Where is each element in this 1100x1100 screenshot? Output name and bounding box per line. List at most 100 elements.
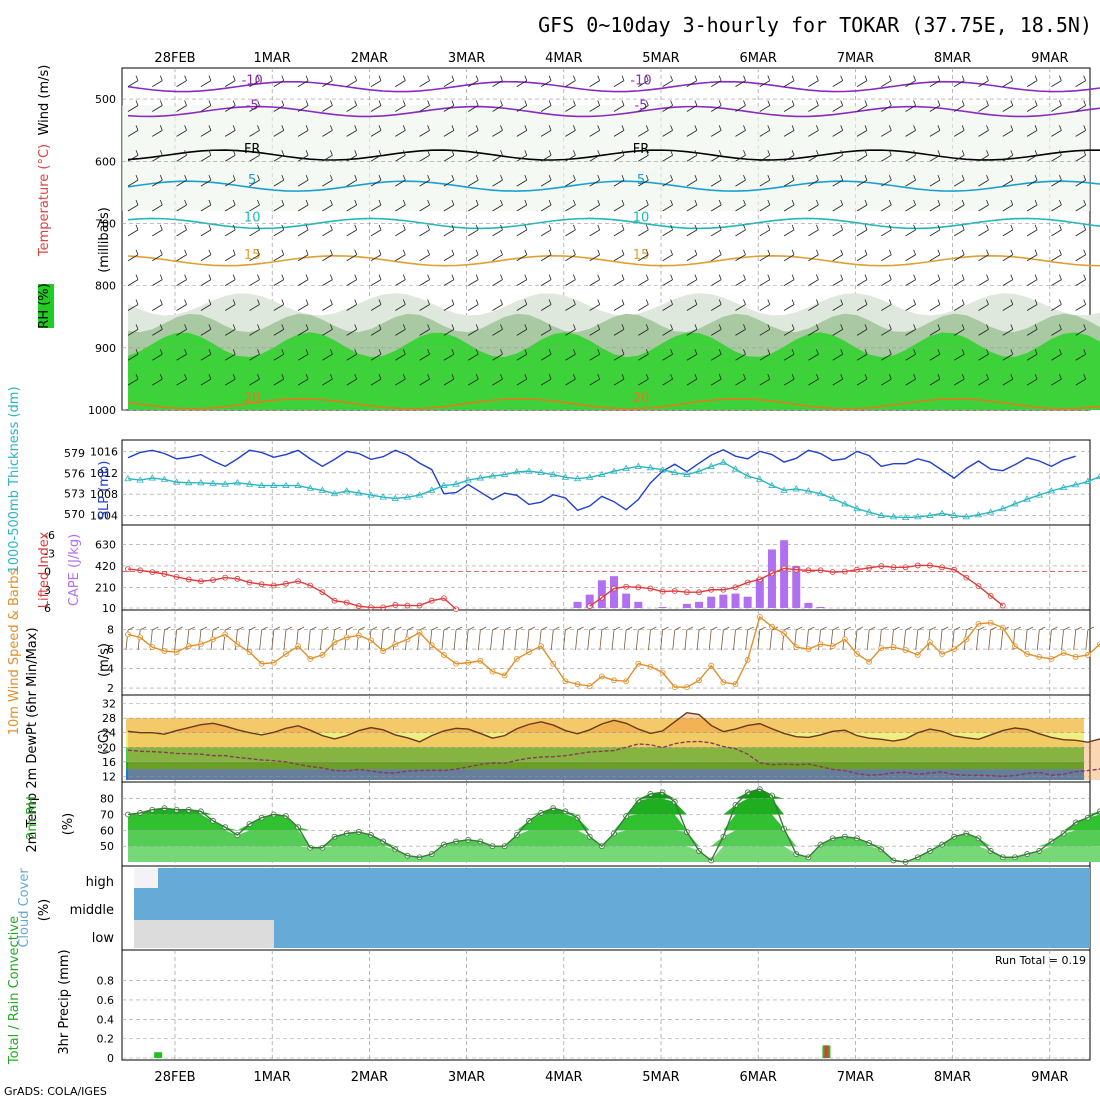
surface-wind-barb — [320, 626, 329, 651]
slp-tick: 1004 — [90, 510, 118, 523]
wind-barb — [200, 373, 212, 386]
wind-barb — [1051, 249, 1062, 262]
wind-barb — [152, 373, 163, 386]
wind-barb — [467, 349, 479, 361]
wind-barb — [419, 100, 430, 112]
wind-barb — [638, 274, 649, 286]
isotherm--10 — [127, 80, 1100, 93]
wind-barb — [443, 349, 455, 361]
surface-wind-barb — [976, 626, 985, 651]
wind-barb — [808, 373, 819, 386]
time-label-top: 3MAR — [448, 51, 485, 66]
wind-barb — [273, 349, 285, 361]
wind-barb — [127, 224, 139, 237]
wind-barb — [613, 324, 625, 336]
wind-barb — [710, 373, 722, 386]
wind-barb — [735, 224, 746, 237]
wind-barb — [273, 224, 285, 237]
wind-speed-line — [127, 615, 1100, 688]
cape-tick: 420 — [95, 560, 116, 573]
wind-barb — [395, 373, 406, 386]
wind-barb — [662, 75, 673, 87]
surface-wind-barb — [550, 626, 560, 651]
wind-barb — [662, 100, 673, 112]
isotherm--5 — [127, 105, 1100, 118]
surface-wind-barb — [259, 626, 268, 651]
wind-barb — [322, 174, 333, 187]
wind-barb — [1051, 299, 1062, 311]
wind-barb — [127, 100, 139, 112]
wind-barb — [735, 349, 746, 361]
wind-barb — [224, 224, 236, 237]
wind-barb — [881, 174, 892, 187]
wind-barb — [152, 75, 163, 87]
wind-barb — [273, 174, 285, 187]
surface-wind-barb — [477, 626, 487, 651]
isotherm-label: -10 — [630, 74, 651, 89]
wind-barb — [540, 324, 552, 336]
wind-barb — [273, 249, 285, 262]
wind-barb — [783, 199, 795, 212]
rh-band-70 — [128, 332, 1100, 410]
wind-barb — [1051, 349, 1062, 361]
wind-barb — [1002, 100, 1014, 112]
wind-barb — [735, 274, 746, 286]
wind-barb — [686, 349, 698, 361]
wind-barb — [370, 299, 382, 311]
wind-barb — [127, 373, 139, 386]
pressure-tick: 600 — [95, 155, 116, 168]
wind-barb — [492, 373, 503, 386]
wind-barb — [322, 100, 333, 112]
wind-barb — [516, 299, 528, 311]
pressure-tick: 900 — [95, 342, 116, 355]
wind-barb — [565, 373, 576, 386]
wind-barb — [443, 199, 455, 212]
wind-barb — [808, 125, 819, 137]
wind-barb — [127, 249, 139, 262]
wind-barb — [540, 224, 552, 237]
isotherm-label: 20 — [633, 391, 650, 406]
precip-convective-bar — [824, 1045, 829, 1058]
wind-barb — [856, 324, 868, 336]
wind-barb — [1026, 349, 1038, 361]
rh2m-unit: (%) — [61, 813, 76, 836]
wind-barb — [1075, 224, 1087, 237]
wind-barb — [467, 274, 479, 286]
thickness-label: 1000-500mb Thickness (dm) — [7, 386, 22, 573]
wind-barb — [905, 199, 916, 212]
wind-barb — [565, 224, 576, 237]
surface-wind-barb — [915, 626, 924, 651]
wind-barb — [249, 150, 260, 162]
wind-barb — [565, 100, 576, 112]
wind-barb — [929, 100, 941, 112]
wind-barb — [1075, 349, 1087, 361]
wind-barb — [1075, 324, 1087, 336]
temp-fill — [128, 712, 1100, 780]
wind-barb — [127, 150, 139, 162]
wind-barb — [710, 224, 722, 237]
surface-wind-barb — [611, 626, 621, 651]
time-label-bottom: 9MAR — [1031, 1070, 1068, 1085]
wind-barb — [297, 249, 309, 262]
cape-bar — [792, 565, 801, 608]
wind-barb — [419, 274, 430, 286]
slp-panel: 1004 1008 1012 1016 570 573 576 579 1000-500mb T… — [7, 386, 1100, 574]
wind-barb — [565, 274, 576, 286]
cape-bar — [707, 596, 716, 608]
wind-barb — [783, 274, 795, 286]
temp-tick: 20 — [102, 741, 116, 754]
temp-tick: 32 — [102, 698, 116, 711]
time-label-top: 9MAR — [1031, 51, 1068, 66]
wind-barb — [881, 199, 892, 212]
wind-barb — [370, 224, 382, 237]
wind-barb — [540, 274, 552, 286]
wind-tick: 6 — [107, 643, 114, 656]
surface-wind-barb — [806, 626, 815, 651]
wind-barb — [783, 100, 795, 112]
wind-barb — [832, 75, 844, 87]
time-label-bottom: 4MAR — [545, 1070, 582, 1085]
wind-panel: 2 4 6 8 10m Wind Speed & Barbs (m/s) — [7, 569, 1100, 735]
wind-barb — [783, 324, 795, 336]
wind-barb — [638, 199, 649, 212]
